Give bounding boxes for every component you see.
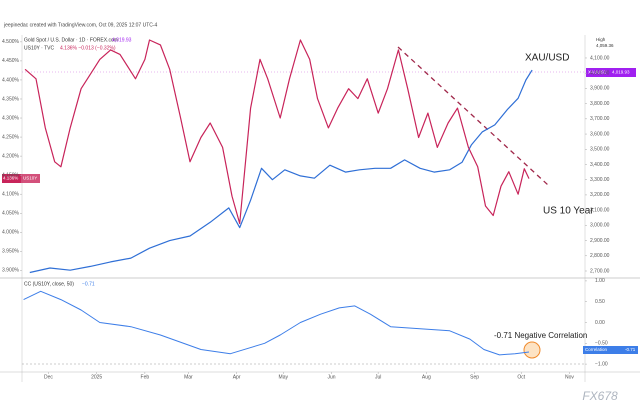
gold-tag-value: 4,019.93	[612, 70, 630, 75]
y-tick-label: 4.350%	[2, 96, 20, 102]
yield-tag	[2, 174, 21, 183]
x-tick-label: 2025	[91, 374, 102, 380]
indicator-title: CC (US10Y, close, 50)	[24, 281, 74, 287]
y2-tick-label: 3,800.00	[590, 101, 610, 107]
y2-tick-label: 3,500.00	[590, 147, 610, 153]
x-tick-label: Sep	[470, 374, 479, 380]
x-tick-label: Aug	[422, 374, 431, 380]
y-tick-label: 1.00	[595, 278, 605, 284]
high-label: High	[596, 37, 606, 42]
y-tick-label: 4.050%	[2, 211, 20, 217]
correlation-tag	[583, 346, 638, 354]
x-tick-label: May	[279, 374, 289, 380]
legend-gold-value: 4,019.93	[112, 37, 132, 43]
y2-tick-label: 3,400.00	[590, 162, 610, 168]
y-tick-label: −1.00	[595, 361, 608, 367]
highlight-circle	[523, 341, 541, 359]
x-tick-label: Mar	[184, 374, 193, 380]
yield-tag-name-box	[21, 174, 40, 183]
y-tick-label: −0.50	[595, 341, 608, 347]
y2-tick-label: 3,900.00	[590, 86, 610, 92]
gold-tag-value-box	[610, 68, 636, 77]
y-tick-label: 4.100%	[2, 192, 20, 198]
y2-tick-label: 4,000.00	[590, 71, 610, 77]
x-tick-label: Jun	[327, 374, 335, 380]
y2-tick-label: 3,700.00	[590, 116, 610, 122]
y2-tick-label: 2,900.00	[590, 238, 610, 244]
correlation-tag-name: Correlation	[585, 347, 608, 352]
x-tick-label: Dec	[44, 374, 53, 380]
y-tick-label: 4.200%	[2, 153, 20, 159]
legend-yield-value: 4.136% −0.013 (−0.32%)	[60, 45, 116, 51]
yield-tag-name: US10Y	[23, 176, 37, 181]
watermark: FX678	[582, 389, 618, 403]
x-tick-label: Oct	[517, 374, 525, 380]
y2-tick-label: 2,700.00	[590, 268, 610, 274]
y-tick-label: 0.00	[595, 320, 605, 326]
gold-tag-name-box	[586, 68, 610, 77]
series-line	[29, 69, 533, 274]
y2-tick-label: 4,100.00	[590, 55, 610, 61]
annotation-gold: XAU/USD	[525, 53, 569, 64]
y-tick-label: 3.900%	[2, 268, 20, 274]
x-tick-label: Apr	[233, 374, 241, 380]
y-tick-label: 4.000%	[2, 230, 20, 236]
yield-tag-value: 4.136%	[3, 176, 18, 181]
x-tick-label: Nov	[565, 374, 574, 380]
annotation-yield: US 10 Year	[543, 206, 594, 217]
y2-tick-label: 2,800.00	[590, 253, 610, 259]
y2-tick-label: 3,100.00	[590, 207, 610, 213]
y-tick-label: 0.50	[595, 299, 605, 305]
y-tick-label: 4.300%	[2, 115, 20, 121]
y-tick-label: 4.150%	[2, 172, 20, 178]
y2-tick-label: 3,600.00	[590, 131, 610, 137]
x-tick-label: Jul	[375, 374, 381, 380]
indicator-value: −0.71	[82, 281, 95, 287]
y-tick-label: 4.450%	[2, 58, 20, 64]
legend-yield: US10Y · TVC	[24, 45, 54, 51]
y2-tick-label: 3,300.00	[590, 177, 610, 183]
x-tick-label: Feb	[141, 374, 150, 380]
trend-line	[397, 46, 549, 186]
y2-tick-label: 3,200.00	[590, 192, 610, 198]
series-line	[23, 290, 530, 356]
annotation-correlation: -0.71 Negative Correlation	[494, 331, 587, 340]
y-tick-label: 3.950%	[2, 249, 20, 255]
y-tick-label: 4.500%	[2, 39, 20, 45]
series-line	[24, 39, 530, 225]
high-value: 4,059.36	[596, 43, 614, 48]
header: jeepinedac created with TradingView.com,…	[3, 22, 158, 28]
gold-tag-name: XAUUSD	[588, 70, 608, 75]
y-tick-label: 4.250%	[2, 134, 20, 140]
legend-gold: Gold Spot / U.S. Dollar · 1D · FOREX.com	[24, 37, 118, 43]
y-tick-label: 4.400%	[2, 77, 20, 83]
y2-tick-label: 3,000.00	[590, 223, 610, 229]
correlation-tag-value: -0.71	[625, 347, 636, 352]
